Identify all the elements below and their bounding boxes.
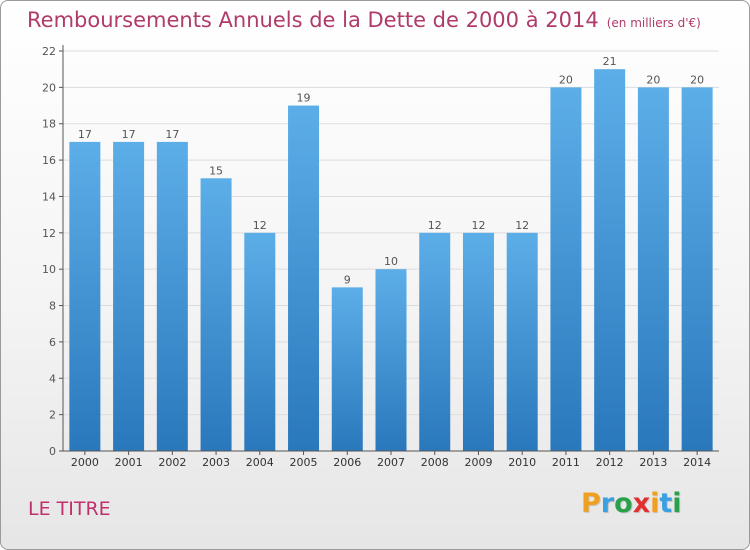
x-tick-label: 2006 — [333, 456, 361, 469]
y-tick-label: 22 — [42, 45, 56, 58]
y-tick-label: 0 — [49, 445, 56, 458]
logo-letter: x — [632, 488, 651, 519]
value-label: 20 — [690, 73, 704, 86]
value-label: 12 — [428, 219, 442, 232]
value-label: 9 — [344, 273, 351, 286]
logo-letter: i — [672, 488, 682, 519]
x-tick-label: 2007 — [377, 456, 405, 469]
x-tick-label: 2010 — [508, 456, 536, 469]
bar-2005 — [288, 105, 320, 451]
y-tick-label: 6 — [49, 336, 56, 349]
bar-2012 — [594, 69, 626, 451]
x-tick-label: 2005 — [290, 456, 318, 469]
y-tick-label: 4 — [49, 372, 56, 385]
logo-letter: o — [614, 488, 633, 519]
value-label: 19 — [297, 92, 311, 105]
bar-2014 — [681, 87, 713, 451]
value-label: 15 — [209, 164, 223, 177]
bar-2011 — [550, 87, 582, 451]
x-tick-label: 2001 — [115, 456, 143, 469]
y-tick-label: 20 — [42, 81, 56, 94]
logo-letter: i — [650, 488, 660, 519]
x-tick-label: 2004 — [246, 456, 274, 469]
axes: 0 2 4 6 8 10 12 14 16 18 20 22 2000 2001 2002 2003 2004 2… — [42, 45, 719, 469]
x-tick-label: 2000 — [71, 456, 99, 469]
bar-2010 — [506, 232, 538, 451]
bars: 17 17 17 15 12 19 9 10 12 12 12 20 21 20 20 — [69, 55, 713, 452]
x-tick-label: 2009 — [464, 456, 492, 469]
x-tick-label: 2002 — [158, 456, 186, 469]
value-label: 12 — [253, 219, 267, 232]
y-tick-label: 8 — [49, 300, 56, 313]
bar-2007 — [375, 269, 407, 451]
value-label: 12 — [471, 219, 485, 232]
proxiti-logo[interactable]: Proxiti — [581, 488, 682, 519]
bar-2004 — [244, 232, 276, 451]
logo-letter: t — [659, 488, 673, 519]
value-label: 20 — [559, 73, 573, 86]
bar-2000 — [69, 141, 101, 451]
value-label: 10 — [384, 255, 398, 268]
value-label: 17 — [122, 128, 136, 141]
y-tick-label: 18 — [42, 118, 56, 131]
value-label: 21 — [603, 55, 617, 68]
value-label: 17 — [165, 128, 179, 141]
bar-2001 — [113, 141, 145, 451]
value-label: 12 — [515, 219, 529, 232]
x-tick-label: 2008 — [421, 456, 449, 469]
y-tick-label: 2 — [49, 409, 56, 422]
y-tick-label: 10 — [42, 263, 56, 276]
chart-title-unit: (en milliers d'€) — [606, 16, 701, 30]
bar-2002 — [156, 141, 188, 451]
logo-letter: r — [600, 488, 615, 519]
bar-2003 — [200, 178, 232, 452]
logo-letter: P — [581, 488, 601, 519]
x-tick-label: 2013 — [639, 456, 667, 469]
x-tick-label: 2003 — [202, 456, 230, 469]
x-tick-label: 2014 — [683, 456, 711, 469]
y-tick-label: 12 — [42, 227, 56, 240]
bar-2008 — [419, 232, 451, 451]
x-tick-label: 2011 — [552, 456, 580, 469]
bar-2013 — [637, 87, 669, 451]
y-tick-label: 16 — [42, 154, 56, 167]
bar-2006 — [331, 287, 363, 451]
value-label: 20 — [646, 73, 660, 86]
chart-title-text: Remboursements Annuels de la Dette de 20… — [27, 8, 599, 32]
x-tick-label: 2012 — [596, 456, 624, 469]
bar-2009 — [462, 232, 494, 451]
chart-title: Remboursements Annuels de la Dette de 20… — [27, 8, 701, 32]
y-tick-label: 14 — [42, 190, 56, 203]
commune-name: LE TITRE — [28, 498, 111, 520]
value-label: 17 — [78, 128, 92, 141]
